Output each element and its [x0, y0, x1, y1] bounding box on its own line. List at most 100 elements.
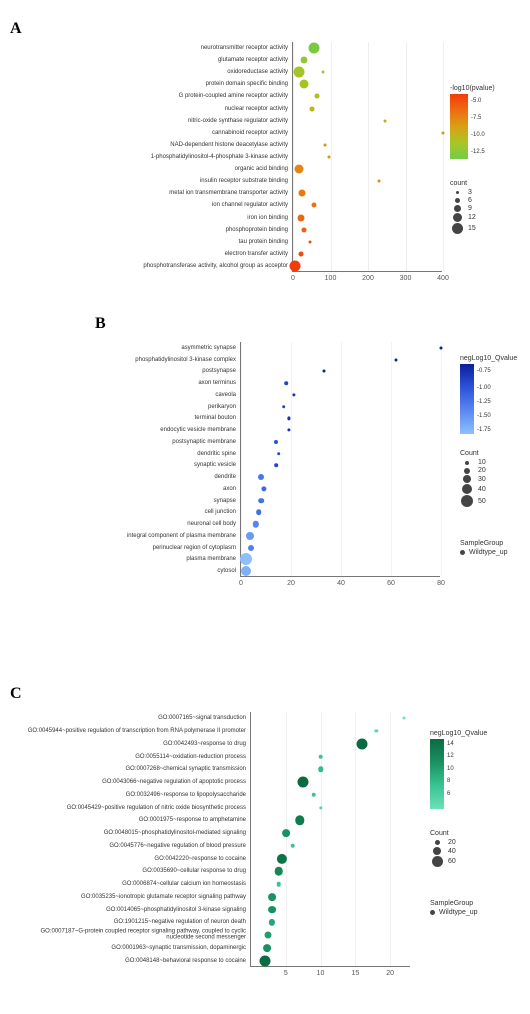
legend-item-label: 20	[478, 467, 486, 474]
category-label: neuronal cell body	[62, 521, 236, 527]
legend-title: negLog10_Qvalue	[460, 355, 517, 362]
data-point	[294, 165, 303, 174]
data-point	[297, 214, 304, 221]
category-label: GO:0048015~phosphatidylinositol-mediated…	[22, 830, 246, 836]
category-label: iron ion binding	[32, 215, 288, 221]
data-point	[287, 429, 290, 432]
legend-dot-icon	[456, 191, 459, 194]
data-point	[322, 370, 325, 373]
category-label: GO:0035235~ionotropic glutamate receptor…	[22, 894, 246, 900]
legend-item: 15	[450, 223, 476, 234]
category-label: GO:0014065~phosphatidylinositol 3-kinase…	[22, 907, 246, 913]
category-label: insulin receptor substrate binding	[32, 178, 288, 184]
legend-dot-icon	[432, 856, 443, 867]
data-point	[309, 106, 314, 111]
data-point	[299, 190, 306, 197]
category-label: cannabinoid receptor activity	[32, 130, 288, 136]
xtick-label: 400	[437, 275, 449, 282]
data-point	[259, 955, 270, 966]
category-label: ion channel regulator activity	[32, 202, 288, 208]
colorbar: 14121086	[430, 739, 444, 809]
legend-dot-icon	[464, 468, 470, 474]
legend-title: SampleGroup	[460, 540, 508, 547]
legend-item-label: 30	[478, 476, 486, 483]
category-label: GO:0006874~cellular calcium ion homeosta…	[22, 881, 246, 887]
category-label: metal ion transmembrane transporter acti…	[32, 190, 288, 196]
category-label: GO:0042493~response to drug	[22, 741, 246, 747]
gridline	[331, 42, 332, 271]
data-point	[298, 777, 309, 788]
legend-dot-icon	[433, 847, 441, 855]
data-point	[287, 417, 290, 420]
data-point	[241, 566, 251, 576]
data-point	[253, 521, 259, 527]
category-label: nuclear receptor activity	[32, 106, 288, 112]
legend-item-label: 10	[478, 459, 486, 466]
xtick-label: 10	[317, 970, 325, 977]
data-point	[440, 346, 443, 349]
legend-dot-icon	[453, 213, 462, 222]
plot-area-panelB: 020406080	[240, 342, 440, 577]
category-label: GO:0032496~response to lipopolysaccharid…	[22, 792, 246, 798]
data-point	[263, 944, 271, 952]
category-label: neurotransmitter receptor activity	[32, 45, 288, 51]
xtick-label: 40	[337, 580, 345, 587]
colorbar: -5.0-7.5-10.0-12.5	[450, 94, 468, 159]
legend-item-label: Wildtype_up	[469, 549, 508, 556]
data-point	[293, 67, 304, 78]
legend-title: Count	[430, 830, 456, 837]
legend-item: 40	[460, 484, 486, 494]
category-label: GO:0001975~response to amphetamine	[22, 817, 246, 823]
gridline	[293, 42, 294, 271]
data-point	[258, 474, 264, 480]
legend-item-label: 6	[468, 197, 472, 204]
figure-root: A0100200300400neurotransmitter receptor …	[0, 0, 530, 1014]
data-point	[268, 906, 276, 914]
legend-dot-icon	[454, 205, 461, 212]
legend-title: negLog10_Qvalue	[430, 730, 487, 737]
data-point	[442, 131, 445, 134]
data-point	[282, 405, 286, 409]
gridline	[406, 42, 407, 271]
category-label: postsynaptic membrane	[62, 439, 236, 445]
category-label: dendritic spine	[62, 451, 236, 457]
legend-item-label: 15	[468, 225, 476, 232]
data-point	[292, 393, 295, 396]
data-point	[301, 227, 306, 232]
legend-item: Wildtype_up	[430, 909, 478, 916]
category-label: electron transfer activity	[32, 251, 288, 257]
data-point	[274, 440, 278, 444]
data-point	[290, 844, 295, 849]
data-point	[315, 94, 320, 99]
legend-title: Count	[460, 450, 486, 457]
data-point	[322, 71, 325, 74]
panel-label-panelA: A	[10, 20, 22, 38]
category-label: nitric-oxide synthase regulator activity	[32, 118, 288, 124]
legend-title: count	[450, 180, 476, 187]
category-label: axon terminus	[62, 380, 236, 386]
colorbar-tick: -1.50	[477, 413, 491, 419]
data-point	[295, 816, 304, 825]
legend-dot-icon	[455, 198, 460, 203]
legend-item: 30	[460, 475, 486, 483]
gridline	[443, 42, 444, 271]
legend-item: 6	[450, 197, 476, 204]
legend-dot-icon	[461, 495, 473, 507]
category-label: GO:0045429~positive regulation of nitric…	[22, 804, 246, 810]
data-point	[282, 829, 290, 837]
colorbar-tick: -1.25	[477, 399, 491, 405]
legend-item-label: 40	[448, 848, 456, 855]
xtick-label: 100	[325, 275, 337, 282]
category-label: 1-phosphatidylinositol-4-phosphate 3-kin…	[32, 154, 288, 160]
category-label: GO:0007187~G-protein coupled receptor si…	[22, 929, 246, 942]
colorbar-tick: -5.0	[471, 98, 481, 104]
legend-item-label: 9	[468, 205, 472, 212]
category-label: organic acid binding	[32, 166, 288, 172]
category-label: GO:0045944~positive regulation of transc…	[22, 728, 246, 734]
legend-item: 20	[430, 839, 456, 846]
data-point	[318, 767, 323, 772]
category-label: caveola	[62, 392, 236, 398]
category-label: NAD-dependent histone deacetylase activi…	[32, 142, 288, 148]
legend-dot-icon	[460, 550, 465, 555]
data-point	[300, 80, 309, 89]
